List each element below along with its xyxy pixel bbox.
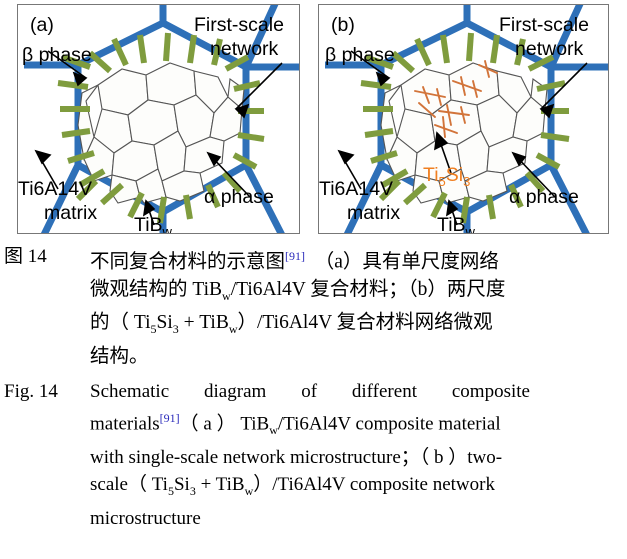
alpha-phase-label-b: α phase [509,186,579,208]
figure-caption: 图 14 不同复合材料的示意图[91] （a）具有单尺度网络 微观结构的 TiB… [0,243,627,534]
annotation-arrows-b [337,50,588,226]
tibw-base-b: TiB [437,214,466,234]
tibw-label-a: TiBw [134,214,173,234]
matrix-label-b-line2: matrix [347,202,400,224]
caption-en-word-2: diagram [204,381,267,403]
ti5si3-si: Si [446,164,463,186]
caption-en-word-4: different [351,381,417,403]
caption-cn-line3-sub1: 5 [150,322,157,337]
caption-en-ref: [91] [159,411,180,426]
caption-cn-line3-part3: + TiB [178,312,229,334]
panel-a: (a) β phase First-scale network Ti6A14V … [17,4,300,234]
tibw-sub-a: w [162,224,173,234]
caption-cn-ref: [91] [285,249,306,263]
caption-en-line4-sub1: 5 [167,484,174,499]
annotation-arrows-a [34,50,283,226]
matrix-label-b-line1: Ti6A14V [319,178,393,200]
caption-en-line2-part4: /Ti6Al4V composite material [277,413,501,435]
caption-cn-line-4: 结构。 [90,346,149,368]
alpha-phase-label-a: α phase [204,186,274,208]
caption-chinese: 图 14 不同复合材料的示意图[91] （a）具有单尺度网络 微观结构的 TiB… [0,243,627,370]
caption-en-line2-part2: （ a ） [179,413,236,435]
caption-cn-line1-part2: （a）具有单尺度网络 [314,251,499,273]
first-scale-network-label-a-line2: network [210,38,279,60]
caption-cn-line2-sub: w [222,288,231,303]
caption-en-line-5: microstructure [90,508,201,530]
caption-en-word-3: of [301,381,318,403]
caption-en-line4-sub2: 3 [189,484,196,499]
caption-cn-line3-sub2: 3 [172,322,179,337]
beta-phase-label-b: β phase [325,44,395,66]
tibw-label-b: TiBw [437,214,476,234]
caption-en-line4-part2: Si [173,474,190,496]
tibw-whiskers-b [360,32,570,224]
caption-en-line-2: materials[91]（ a ） TiBw/Ti6Al4V composit… [90,405,627,444]
alpha-grain-cells-a [77,62,245,204]
caption-cn-line3-part1: 的（ Ti [90,312,151,334]
alpha-grain-cells-b [380,62,548,204]
caption-cn-line3-part2: Si [156,312,173,334]
caption-en-line-3: with single-scale network microstructure… [90,447,503,469]
caption-en-line4-part1: scale（ Ti [90,474,168,496]
figure-image: (a) β phase First-scale network Ti6A14V … [0,0,627,240]
panel-b: (b) β phase First-scale network Ti6A14V … [318,4,609,234]
first-scale-network-label-b-line1: First-scale [499,14,589,36]
caption-cn-body: 不同复合材料的示意图[91] （a）具有单尺度网络 微观结构的 TiBw/Ti6… [90,243,627,370]
caption-cn-line1-part1: 不同复合材料的示意图 [90,251,286,273]
caption-en-body: Schematic diagram of different composite… [90,378,627,532]
caption-cn-line3-sub3: w [228,322,238,337]
first-scale-network-lines-a [24,5,299,233]
caption-en-line4-sub3: w [244,484,254,499]
tibw-sub-b: w [465,224,476,234]
caption-cn-line2-part2: /Ti6Al4V 复合材料；（b）两尺度 [230,278,506,300]
caption-cn-tag: 图 14 [4,246,47,267]
caption-english: Fig. 14 Schematic diagram of different c… [0,378,627,532]
ti5si3-sub3: 3 [463,174,470,189]
caption-en-word-5: composite [451,381,530,403]
first-scale-network-label-a-line1: First-scale [194,14,284,36]
caption-cn-line3-part4: ）/Ti6Al4V 复合材料网络微观 [237,312,493,334]
caption-en-line2-part3: TiB [240,413,270,435]
ti5si3-label-b: Ti5Si3 [423,164,470,189]
caption-en-line-4: scale（ Ti5Si3 + TiBw）/Ti6Al4V composite … [90,471,627,505]
caption-en-line2-sub: w [269,423,278,438]
tibw-base-a: TiB [134,214,163,234]
panel-b-label: (b) [331,14,355,36]
matrix-label-a-line1: Ti6A14V [18,178,92,200]
matrix-label-a-line2: matrix [44,202,97,224]
caption-cn-line2-part1: 微观结构的 TiB [90,278,223,300]
caption-en-tag: Fig. 14 [4,381,58,403]
beta-phase-label-a: β phase [22,44,92,66]
first-scale-network-label-b-line2: network [515,38,584,60]
panel-a-label: (a) [30,14,54,36]
caption-en-line4-part3: + TiB [195,474,245,496]
caption-en-line2-part1: materials [90,413,160,435]
ti5si3-particles-b [414,60,498,138]
caption-cn-line-2: 微观结构的 TiBw/Ti6Al4V 复合材料；（b）两尺度 [90,276,627,310]
caption-cn-line-1: 不同复合材料的示意图[91] （a）具有单尺度网络 [90,243,627,276]
panel-b-diagram: (b) β phase First-scale network Ti6A14V … [319,5,608,234]
caption-en-line-1: Schematic diagram of different composite [90,378,530,405]
ti5si3-sub5: 5 [439,174,446,189]
caption-en-line4-part4: ）/Ti6Al4V composite network [253,474,495,496]
ti5si3-ti: Ti [423,164,439,186]
caption-cn-line-3: 的（ Ti5Si3 + TiBw）/Ti6Al4V 复合材料网络微观 [90,309,627,343]
panel-a-diagram: (a) β phase First-scale network Ti6A14V … [18,5,299,234]
caption-en-word-1: Schematic [90,381,170,403]
